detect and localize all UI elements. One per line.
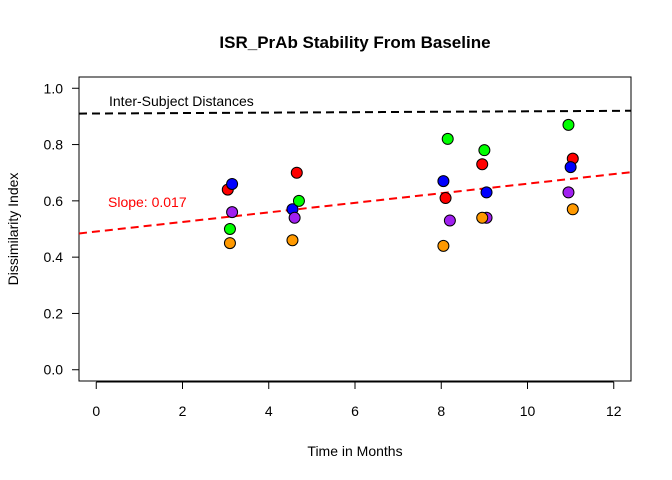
data-point	[476, 211, 489, 224]
y-tick-label: 0.2	[44, 305, 64, 321]
x-axis: 0 2 4 6 8 10 12	[92, 381, 622, 419]
chart-title: ISR_PrAb Stability From Baseline	[219, 33, 490, 52]
y-axis: 0.0 0.2 0.4 0.6 0.8 1.0	[44, 80, 80, 378]
data-point	[290, 166, 303, 179]
x-tick-label: 8	[437, 403, 445, 419]
y-tick-label: 0.8	[44, 137, 64, 153]
x-tick-label: 4	[265, 403, 273, 419]
reference-line-label: Inter-Subject Distances	[109, 93, 254, 109]
data-point	[441, 132, 454, 145]
data-point	[223, 223, 236, 235]
data-points	[221, 118, 579, 252]
y-tick-label: 0.6	[44, 193, 64, 209]
regression-line	[78, 171, 632, 235]
x-tick-label: 2	[179, 403, 187, 419]
x-tick-label: 12	[606, 403, 622, 419]
x-tick-label: 0	[92, 403, 100, 419]
data-point	[292, 194, 305, 207]
data-point	[288, 211, 301, 224]
plot-frame	[78, 76, 632, 382]
slope-label: Slope: 0.017	[108, 194, 187, 210]
data-point	[478, 144, 491, 157]
data-point	[286, 234, 299, 247]
inter-subject-distance-line	[78, 109, 632, 115]
data-point	[437, 175, 450, 188]
y-tick-label: 0.4	[44, 249, 64, 265]
y-axis-label: Dissimilarity Index	[5, 173, 21, 286]
data-point	[480, 186, 493, 199]
data-point	[443, 214, 456, 227]
data-point	[566, 203, 579, 216]
data-point	[226, 206, 239, 219]
y-tick-label: 1.0	[44, 80, 64, 96]
data-point	[226, 177, 239, 190]
data-point	[564, 161, 577, 174]
data-point	[439, 192, 452, 205]
x-tick-label: 6	[351, 403, 359, 419]
x-tick-label: 10	[520, 403, 536, 419]
lines	[78, 109, 632, 235]
y-tick-label: 0.0	[44, 362, 64, 378]
data-point	[437, 239, 450, 252]
data-point	[476, 158, 489, 171]
data-point	[223, 237, 236, 250]
data-point	[562, 118, 575, 131]
x-axis-label: Time in Months	[307, 443, 402, 459]
data-point	[562, 186, 575, 199]
